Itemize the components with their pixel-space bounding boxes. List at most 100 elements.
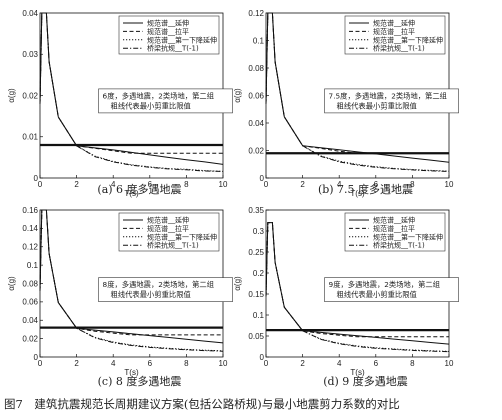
- y-tick-label: 0.06: [22, 298, 38, 307]
- x-tick-label: 8: [410, 359, 415, 368]
- x-tick-label: 4: [337, 359, 342, 368]
- series-line-4: [39, 209, 224, 352]
- annotation-box: [324, 277, 459, 302]
- x-tick-label: 4: [111, 359, 116, 368]
- x-tick-label: 6: [374, 180, 379, 189]
- subfigure-caption: (a) 6 度多遇地震: [97, 182, 181, 196]
- y-axis-label: α(g): [7, 276, 16, 291]
- legend-label: 规范谱__第一下降延伸: [147, 232, 217, 241]
- legend-label: 规范谱__第一下降延伸: [373, 35, 443, 44]
- y-tick-label: 0.1: [27, 261, 39, 270]
- x-tick-label: 0: [264, 359, 269, 368]
- legend-label: 规范谱__拉平: [373, 224, 415, 233]
- annotation-text: 6度，多遇地震，2类场地，第二组: [103, 91, 214, 100]
- y-tick-label: 0.04: [22, 9, 38, 18]
- series-line-4: [265, 12, 450, 172]
- y-tick-label: 0.06: [248, 91, 264, 100]
- y-tick-label: 0.2: [253, 269, 265, 278]
- y-tick-label: 0.1: [253, 36, 265, 45]
- y-tick-label: 0.16: [22, 206, 38, 215]
- x-tick-label: 2: [74, 180, 79, 189]
- legend-box: [118, 15, 220, 55]
- legend-label: 桥梁抗规__T(-1): [373, 44, 425, 53]
- annotation-text: 粗线代表最小剪重比限值: [111, 101, 191, 110]
- legend-label: 规范谱__拉平: [147, 224, 189, 233]
- annotation-box: [98, 88, 233, 114]
- x-tick-label: 4: [111, 180, 116, 189]
- x-tick-label: 6: [148, 359, 153, 368]
- legend-box: [344, 212, 446, 252]
- y-tick-label: 0.35: [248, 206, 264, 215]
- annotation-text: 7.5度，多遇地震，2类场地，第二组: [329, 91, 447, 100]
- series-line-2: [265, 12, 449, 154]
- chart-panel-2: 0 2 4 6 8 10 0 0.02 0.04 0.06 0.08 0.1 0.12 T(s) α(g) 规…: [233, 9, 459, 198]
- x-tick-label: 10: [219, 359, 228, 368]
- y-tick-label: 0: [260, 174, 265, 183]
- series-line-2: [39, 12, 223, 154]
- y-tick-label: 0.04: [22, 316, 38, 325]
- y-axis-label: α(g): [233, 88, 242, 103]
- x-tick-label: 10: [219, 180, 228, 189]
- y-tick-label: 0.12: [248, 9, 264, 18]
- y-axis-label: α(g): [233, 276, 242, 291]
- x-tick-label: 2: [74, 359, 79, 368]
- y-tick-label: 0.08: [22, 279, 38, 288]
- subfigure-caption: (b) 7.5 度多遇地震: [318, 182, 413, 196]
- series-line-3: [39, 12, 224, 172]
- x-tick-label: 8: [184, 180, 189, 189]
- x-axis-label: T(s): [350, 368, 365, 377]
- x-tick-label: 10: [445, 359, 454, 368]
- legend-label: 规范谱__拉平: [147, 27, 189, 36]
- x-tick-label: 0: [38, 180, 43, 189]
- series-line-4: [265, 222, 450, 353]
- legend-label: 规范谱__延伸: [147, 216, 189, 225]
- annotation-box: [324, 88, 459, 114]
- y-tick-label: 0.04: [248, 119, 264, 128]
- x-tick-label: 0: [264, 180, 269, 189]
- figure-caption: 图7 建筑抗震规范长周期建议方案(包括公路桥规)与最小地震剪力系数的对比: [4, 397, 400, 411]
- y-tick-label: 0.02: [22, 334, 38, 343]
- series-line-3: [265, 12, 450, 172]
- x-axis-label: T(s): [124, 368, 139, 377]
- legend-label: 规范谱__第一下降延伸: [147, 35, 217, 44]
- y-tick-label: 0.08: [248, 64, 264, 73]
- y-tick-label: 0.25: [248, 248, 264, 257]
- x-tick-label: 6: [374, 359, 379, 368]
- legend-label: 规范谱__第一下降延伸: [373, 232, 443, 241]
- legend-label: 桥梁抗规__T(-1): [147, 44, 199, 53]
- x-tick-label: 8: [410, 180, 415, 189]
- y-tick-label: 0.3: [253, 227, 265, 236]
- annotation-box: [98, 277, 233, 302]
- legend-label: 规范谱__延伸: [373, 216, 415, 225]
- legend-box: [118, 212, 220, 252]
- y-tick-label: 0.15: [248, 290, 264, 299]
- subfigure-caption: (c) 8 度多遇地震: [98, 374, 182, 388]
- y-tick-label: 0: [34, 353, 39, 362]
- chart-panel-4: 0 2 4 6 8 10 0 0.05 0.1 0.15 0.2 0.25 0.3 0.35 T(s) α(g…: [233, 206, 459, 388]
- x-axis-label: T(s): [350, 189, 365, 198]
- legend-label: 规范谱__拉平: [373, 27, 415, 36]
- legend-label: 桥梁抗规__T(-1): [373, 241, 425, 250]
- y-tick-label: 0.02: [248, 146, 264, 155]
- y-tick-label: 0.01: [22, 133, 38, 142]
- annotation-text: 9度，多遇地震，2类场地，第二组: [329, 280, 440, 289]
- series-line-4: [39, 12, 224, 172]
- annotation-text: 8度，多遇地震，2类场地，第二组: [103, 280, 214, 289]
- legend-label: 桥梁抗规__T(-1): [147, 241, 199, 250]
- y-tick-label: 0.1: [253, 311, 265, 320]
- x-tick-label: 10: [445, 180, 454, 189]
- x-tick-label: 2: [300, 359, 305, 368]
- y-tick-label: 0.05: [248, 332, 264, 341]
- x-tick-label: 6: [148, 180, 153, 189]
- y-tick-label: 0: [34, 174, 39, 183]
- legend-box: [344, 15, 446, 55]
- y-tick-label: 0.03: [22, 50, 38, 59]
- y-tick-label: 0.02: [22, 91, 38, 100]
- x-tick-label: 4: [337, 180, 342, 189]
- annotation-text: 粗线代表最小剪重比限值: [337, 290, 417, 299]
- y-tick-label: 0: [260, 353, 265, 362]
- y-tick-label: 0.12: [22, 243, 38, 252]
- chart-panel-3: 0 2 4 6 8 10 0 0.02 0.04 0.06 0.08 0.1 0.12 0.14 0.16 T…: [7, 206, 233, 388]
